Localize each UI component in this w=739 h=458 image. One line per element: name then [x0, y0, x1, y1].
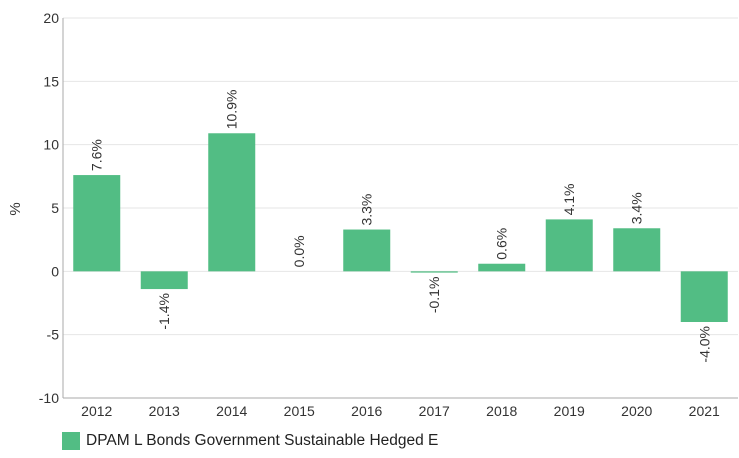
x-tick-label: 2016 — [351, 403, 382, 419]
x-tick-label: 2019 — [554, 403, 585, 419]
data-label: -0.1% — [426, 277, 442, 314]
y-tick-label: 20 — [43, 10, 59, 26]
data-label: 3.3% — [359, 194, 375, 226]
bar — [410, 271, 458, 273]
bar — [73, 175, 121, 272]
y-tick-label: 10 — [43, 137, 59, 153]
bar — [208, 133, 256, 272]
bar — [478, 263, 526, 272]
bar — [343, 229, 391, 272]
x-tick-label: 2021 — [689, 403, 720, 419]
y-tick-label: 5 — [51, 200, 59, 216]
data-label: 4.1% — [561, 183, 577, 215]
y-tick-label: 0 — [51, 263, 59, 279]
y-tick-label: 15 — [43, 73, 59, 89]
data-label: 10.9% — [224, 90, 240, 130]
data-label: -1.4% — [156, 293, 172, 330]
legend: DPAM L Bonds Government Sustainable Hedg… — [62, 432, 438, 450]
legend-swatch — [62, 432, 80, 450]
y-axis-title: % — [7, 202, 24, 215]
bar — [680, 271, 728, 322]
x-tick-label: 2015 — [284, 403, 315, 419]
bar — [140, 271, 188, 290]
x-tick-label: 2020 — [621, 403, 652, 419]
x-tick-label: 2013 — [149, 403, 180, 419]
label-layer: 7.6% -1.4% 10.9% 0.0% 3.3% -0.1% 0.6% 4.1% 3.4% -… — [89, 90, 713, 363]
data-label: 0.0% — [291, 235, 307, 267]
y-tick-label: -5 — [47, 327, 60, 343]
data-label: 7.6% — [89, 139, 105, 171]
x-tick-label: 2014 — [216, 403, 247, 419]
data-label: -4.0% — [696, 326, 712, 363]
bar-layer — [73, 133, 728, 322]
data-label: 3.4% — [629, 192, 645, 224]
bar — [545, 219, 593, 272]
x-tick-label: 2012 — [81, 403, 112, 419]
axis-layer: -10 -5 0 5 10 15 20 2012 2013 2014 2015 2016 2017 201… — [39, 10, 738, 419]
legend-label: DPAM L Bonds Government Sustainable Hedg… — [86, 432, 439, 449]
x-tick-label: 2017 — [419, 403, 450, 419]
data-label: 0.6% — [494, 228, 510, 260]
y-tick-label: -10 — [39, 390, 59, 406]
x-tick-label: 2018 — [486, 403, 517, 419]
bar — [613, 228, 661, 272]
